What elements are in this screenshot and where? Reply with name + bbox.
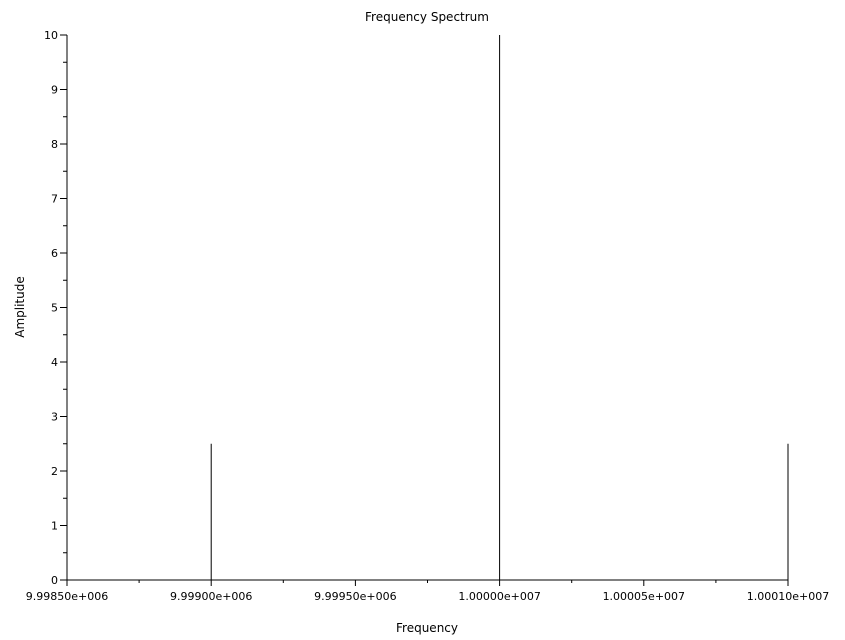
x-tick-label: 1.00005e+007 (603, 590, 685, 603)
y-axis-ticks: 0 1 2 3 4 5 6 7 8 9 10 (44, 29, 67, 587)
y-tick-label: 5 (51, 302, 58, 315)
y-tick-label: 3 (51, 411, 58, 424)
y-tick-label: 7 (51, 193, 58, 206)
x-axis-ticks: 9.99850e+006 9.99900e+006 9.99950e+006 1.00… (26, 580, 829, 603)
x-tick-label: 9.99850e+006 (26, 590, 108, 603)
x-axis-label: Frequency (396, 621, 458, 635)
y-tick-label: 0 (51, 574, 58, 587)
y-tick-label: 10 (44, 29, 58, 42)
y-tick-label: 6 (51, 247, 58, 260)
x-tick-label: 9.99900e+006 (170, 590, 252, 603)
y-tick-label: 9 (51, 84, 58, 97)
y-tick-label: 4 (51, 356, 58, 369)
x-tick-label: 1.00010e+007 (747, 590, 829, 603)
y-axis-label: Amplitude (13, 276, 27, 338)
spectrum-stems (210, 35, 789, 580)
chart-title: Frequency Spectrum (365, 10, 489, 24)
x-tick-label: 9.99950e+006 (314, 590, 396, 603)
x-tick-label: 1.00000e+007 (458, 590, 540, 603)
y-tick-label: 1 (51, 520, 58, 533)
y-tick-label: 2 (51, 465, 58, 478)
y-tick-label: 8 (51, 138, 58, 151)
